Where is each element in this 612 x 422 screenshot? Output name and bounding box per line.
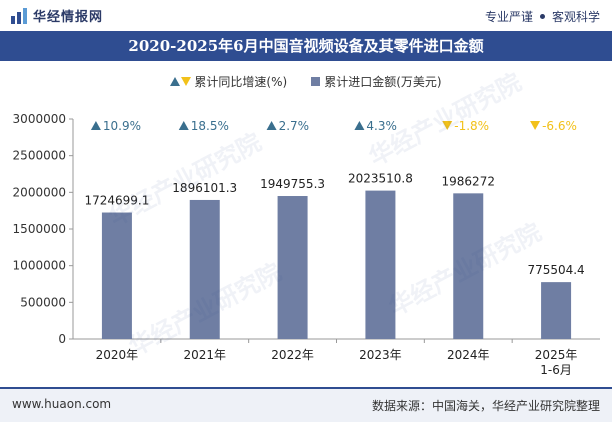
footer-source: 数据来源：中国海关，华经产业研究院整理 — [371, 399, 600, 413]
x-tick-label: 1-6月 — [540, 363, 572, 377]
bar — [365, 190, 396, 339]
triangle-down-icon — [181, 76, 192, 86]
bar-value-label: 1986272 — [442, 174, 495, 188]
chart-title: 2020-2025年6月中国音视频设备及其零件进口金额 — [128, 37, 484, 55]
x-tick-label: 2022年 — [271, 348, 314, 362]
footer-divider — [0, 387, 612, 389]
brand-logo-icon — [11, 7, 27, 24]
growth-down-marker — [530, 121, 541, 130]
bar — [277, 196, 308, 339]
title-bar: 2020-2025年6月中国音视频设备及其零件进口金额 — [0, 31, 612, 61]
legend: 累计同比增速(%) 累计进口金额(万美元) — [0, 70, 612, 92]
slogan-dot-icon — [539, 14, 545, 19]
slogan-right: 客观科学 — [551, 10, 600, 24]
brand-name: 华经情报网 — [33, 10, 104, 25]
y-tick-label: 1500000 — [13, 222, 66, 236]
legend-label-growth: 累计同比增速(%) — [194, 74, 288, 89]
y-tick-label: 500000 — [20, 295, 66, 309]
y-tick-label: 1000000 — [13, 259, 66, 273]
slogan-left: 专业严谨 — [484, 10, 533, 24]
triangle-up-icon — [170, 76, 181, 86]
top-bar: 华经情报网 专业严谨 客观科学 — [0, 0, 612, 30]
brand: 华经情报网 — [10, 6, 103, 25]
growth-label: 2.7% — [279, 119, 310, 133]
x-tick-label: 2021年 — [183, 348, 226, 362]
y-tick-label: 3000000 — [13, 112, 66, 126]
y-tick-label: 0 — [58, 332, 66, 346]
footer-website: www.huaon.com — [12, 397, 112, 411]
growth-up-marker — [178, 121, 189, 130]
x-tick-label: 2024年 — [447, 348, 490, 362]
y-tick-label: 2500000 — [13, 149, 66, 163]
growth-label: -6.6% — [542, 119, 577, 133]
slogan: 专业严谨 客观科学 — [485, 8, 600, 25]
bar-value-label: 775504.4 — [527, 263, 584, 277]
bar — [541, 282, 572, 339]
bar-value-label: 2023510.8 — [348, 172, 413, 186]
bar — [453, 193, 484, 339]
growth-up-marker — [354, 121, 365, 130]
y-tick-label: 2000000 — [13, 185, 66, 199]
growth-label: -1.8% — [454, 119, 489, 133]
chart: 0 500000 1000000 1500000 2000000 2500000 30000… — [13, 112, 600, 377]
bar-value-label: 1896101.3 — [172, 181, 237, 195]
footer: www.huaon.com 数据来源：中国海关，华经产业研究院整理 — [0, 389, 612, 422]
growth-label: 18.5% — [191, 119, 229, 133]
growth-label: 10.9% — [103, 119, 141, 133]
x-tick-label: 2025年 — [535, 348, 578, 362]
x-tick-label: 2020年 — [96, 348, 139, 362]
x-tick-label: 2023年 — [359, 348, 402, 362]
bar — [189, 199, 220, 339]
growth-up-marker — [90, 121, 101, 130]
bar-value-label: 1724699.1 — [84, 194, 149, 208]
legend-square-icon — [311, 76, 321, 86]
legend-item-amount: 累计进口金额(万美元) — [311, 73, 442, 90]
growth-down-marker — [442, 121, 453, 130]
growth-up-marker — [266, 121, 277, 130]
legend-item-growth: 累计同比增速(%) — [170, 73, 287, 90]
bar — [101, 212, 132, 339]
bar-value-label: 1949755.3 — [260, 177, 325, 191]
legend-label-amount: 累计进口金额(万美元) — [324, 74, 442, 89]
growth-label: 4.3% — [366, 119, 397, 133]
